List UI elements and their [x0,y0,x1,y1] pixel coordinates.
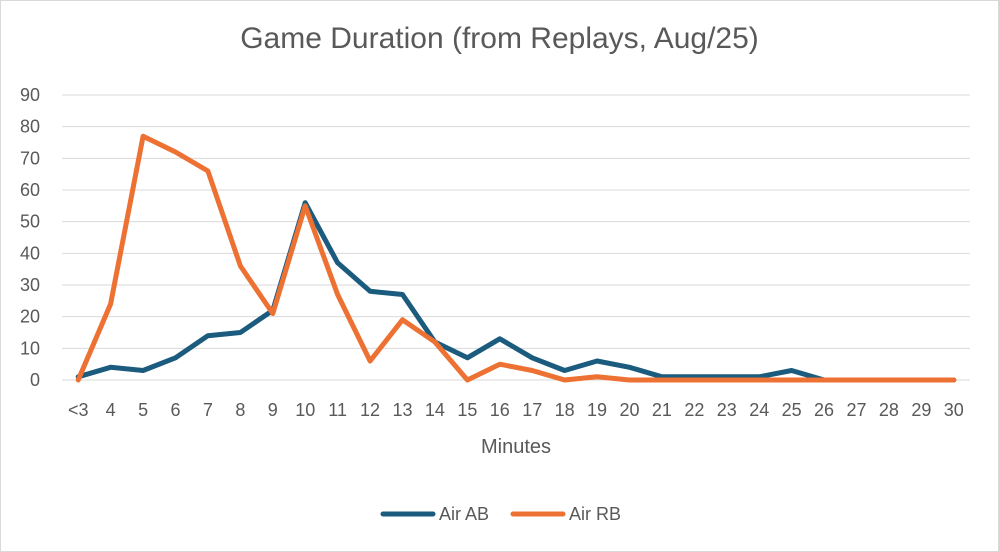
x-axis-ticks: <3 4 5 6 7 8 9 10 11 12 13 14 15 16 17 18 19 20 21 22 23 24 25… [68,400,964,420]
x-tick-label: 5 [138,400,148,420]
x-tick-label: 6 [170,400,180,420]
x-tick-label: 17 [522,400,542,420]
legend: Air AB Air RB [380,504,621,524]
x-tick-label: 12 [360,400,380,420]
x-tick-label: 13 [392,400,412,420]
y-tick-label: 0 [30,370,40,390]
x-tick-label: <3 [68,400,89,420]
y-tick-label: 80 [20,117,40,137]
y-tick-label: 10 [20,338,40,358]
y-tick-label: 30 [20,275,40,295]
x-tick-label: 29 [911,400,931,420]
chart-title: Game Duration (from Replays, Aug/25) [240,22,759,55]
x-tick-label: 23 [717,400,737,420]
x-tick-label: 25 [782,400,802,420]
y-tick-label: 70 [20,148,40,168]
x-tick-label: 11 [328,400,347,420]
y-tick-label: 90 [20,85,40,105]
x-axis-title: Minutes [481,436,551,458]
x-tick-label: 20 [619,400,639,420]
x-tick-label: 21 [652,400,672,420]
x-tick-label: 10 [295,400,315,420]
legend-label: Air RB [569,504,621,524]
x-tick-label: 30 [944,400,964,420]
x-tick-label: 22 [684,400,704,420]
series-line-1 [75,133,957,383]
y-axis-ticks: 0 10 20 30 40 50 60 70 80 90 [20,85,40,390]
x-tick-label: 19 [587,400,607,420]
x-tick-label: 15 [457,400,477,420]
y-tick-label: 60 [20,180,40,200]
x-tick-label: 8 [235,400,245,420]
x-tick-label: 27 [846,400,866,420]
x-tick-label: 28 [879,400,899,420]
gridlines [62,94,970,381]
y-tick-label: 50 [20,212,40,232]
series-line-0 [75,200,957,383]
y-tick-label: 20 [20,307,40,327]
x-tick-label: 18 [555,400,575,420]
legend-label: Air AB [439,504,489,524]
x-tick-label: 9 [268,400,278,420]
y-tick-label: 40 [20,243,40,263]
x-tick-label: 26 [814,400,834,420]
x-tick-label: 16 [490,400,510,420]
x-tick-label: 4 [106,400,116,420]
x-tick-label: 7 [203,400,213,420]
series-lines [75,133,957,383]
x-tick-label: 14 [425,400,445,420]
x-tick-label: 24 [749,400,769,420]
